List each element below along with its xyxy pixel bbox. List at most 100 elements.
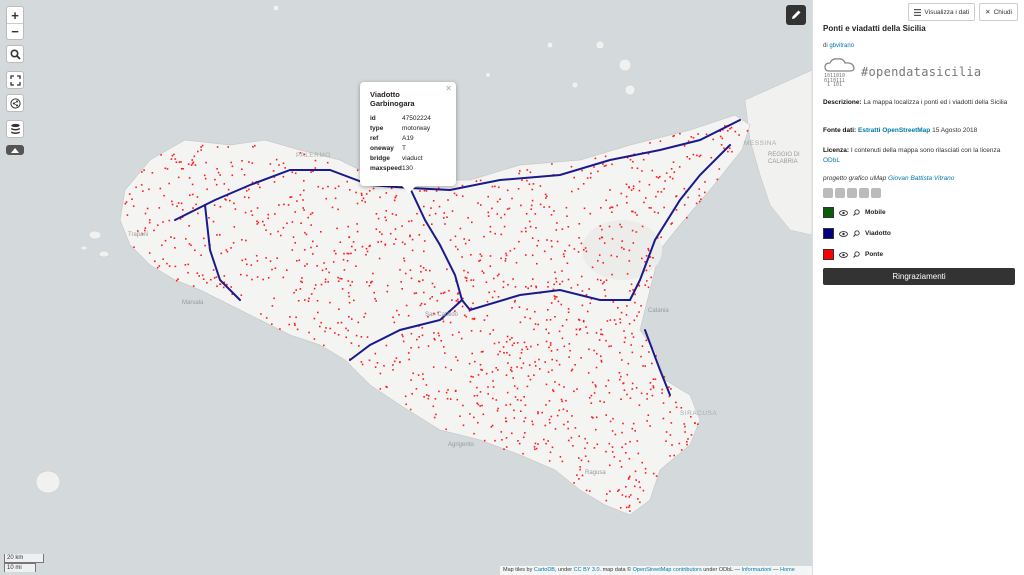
bridge-marker[interactable] — [243, 196, 246, 198]
bridge-marker[interactable] — [646, 420, 648, 422]
bridge-marker[interactable] — [192, 161, 195, 164]
bridge-marker[interactable] — [549, 319, 552, 321]
bridge-marker[interactable] — [468, 239, 470, 241]
bridge-marker[interactable] — [520, 230, 523, 233]
bridge-marker[interactable] — [529, 378, 532, 381]
bridge-marker[interactable] — [511, 197, 513, 200]
bridge-marker[interactable] — [346, 180, 348, 183]
bridge-marker[interactable] — [449, 239, 452, 241]
bridge-marker[interactable] — [392, 316, 394, 319]
bridge-marker[interactable] — [395, 214, 397, 216]
bridge-marker[interactable] — [428, 395, 430, 397]
bridge-marker[interactable] — [409, 408, 412, 411]
bridge-marker[interactable] — [392, 364, 394, 366]
bridge-marker[interactable] — [443, 217, 445, 219]
bridge-marker[interactable] — [545, 383, 548, 386]
bridge-marker[interactable] — [600, 361, 603, 363]
eye-icon[interactable] — [839, 251, 848, 258]
bridge-marker[interactable] — [641, 257, 643, 260]
bridge-marker[interactable] — [545, 340, 548, 343]
bridge-marker[interactable] — [288, 323, 290, 326]
bridge-marker[interactable] — [362, 197, 365, 200]
bridge-marker[interactable] — [423, 291, 425, 294]
bridge-marker[interactable] — [446, 397, 449, 400]
bridge-marker[interactable] — [610, 345, 612, 347]
bridge-marker[interactable] — [577, 251, 580, 253]
bridge-marker[interactable] — [645, 255, 648, 257]
bridge-marker[interactable] — [680, 449, 683, 451]
bridge-marker[interactable] — [246, 190, 248, 192]
bridge-marker[interactable] — [401, 241, 404, 244]
bridge-marker[interactable] — [422, 267, 425, 269]
bridge-marker[interactable] — [436, 299, 439, 302]
bridge-marker[interactable] — [148, 252, 151, 254]
bridge-marker[interactable] — [383, 365, 385, 367]
bridge-marker[interactable] — [705, 133, 708, 136]
bridge-marker[interactable] — [404, 243, 406, 245]
bridge-marker[interactable] — [605, 450, 607, 453]
bridge-marker[interactable] — [511, 370, 513, 373]
bridge-marker[interactable] — [176, 279, 178, 282]
bridge-marker[interactable] — [489, 225, 492, 228]
bridge-marker[interactable] — [394, 196, 396, 199]
bridge-marker[interactable] — [223, 275, 226, 277]
bridge-marker[interactable] — [210, 278, 212, 281]
bridge-marker[interactable] — [669, 411, 671, 413]
bridge-marker[interactable] — [552, 390, 555, 393]
bridge-marker[interactable] — [523, 420, 525, 423]
bridge-marker[interactable] — [365, 193, 368, 195]
bridge-marker[interactable] — [583, 207, 586, 210]
bridge-marker[interactable] — [724, 125, 726, 127]
bridge-marker[interactable] — [274, 213, 276, 215]
bridge-marker[interactable] — [657, 212, 659, 214]
bridge-marker[interactable] — [545, 442, 547, 445]
bridge-marker[interactable] — [206, 188, 208, 191]
bridge-marker[interactable] — [621, 431, 623, 434]
bridge-marker[interactable] — [135, 186, 137, 189]
bridge-marker[interactable] — [225, 199, 227, 201]
bridge-marker[interactable] — [487, 211, 490, 214]
twitter-icon[interactable] — [835, 188, 845, 198]
bridge-marker[interactable] — [553, 210, 555, 212]
bridge-marker[interactable] — [251, 214, 254, 216]
bridge-marker[interactable] — [628, 457, 631, 460]
bridge-marker[interactable] — [481, 404, 483, 407]
bridge-marker[interactable] — [537, 323, 539, 326]
bridge-marker[interactable] — [442, 320, 445, 323]
bridge-marker[interactable] — [600, 207, 602, 209]
bridge-marker[interactable] — [601, 228, 603, 231]
bridge-marker[interactable] — [410, 332, 413, 335]
bridge-marker[interactable] — [324, 330, 326, 333]
bridge-marker[interactable] — [494, 185, 496, 188]
bridge-marker[interactable] — [544, 193, 547, 196]
bridge-marker[interactable] — [632, 422, 635, 425]
bridge-marker[interactable] — [461, 195, 464, 197]
bridge-marker[interactable] — [400, 281, 402, 283]
bridge-marker[interactable] — [631, 382, 634, 385]
bridge-marker[interactable] — [368, 359, 371, 362]
bridge-marker[interactable] — [524, 432, 526, 434]
bridge-marker[interactable] — [316, 245, 318, 247]
bridge-marker[interactable] — [428, 214, 431, 217]
bridge-marker[interactable] — [389, 232, 392, 235]
home-link[interactable]: Home — [780, 567, 795, 573]
bridge-marker[interactable] — [663, 376, 666, 378]
bridge-marker[interactable] — [479, 363, 482, 366]
bridge-marker[interactable] — [384, 216, 386, 219]
bridge-marker[interactable] — [370, 281, 372, 284]
bridge-marker[interactable] — [422, 224, 425, 226]
bridge-marker[interactable] — [377, 217, 380, 220]
bridge-marker[interactable] — [605, 279, 608, 281]
bridge-marker[interactable] — [226, 283, 228, 286]
bridge-marker[interactable] — [690, 434, 693, 436]
bridge-marker[interactable] — [565, 399, 567, 402]
bridge-marker[interactable] — [457, 292, 460, 294]
bridge-marker[interactable] — [188, 225, 190, 227]
bridge-marker[interactable] — [444, 352, 446, 354]
bridge-marker[interactable] — [600, 359, 603, 362]
bridge-marker[interactable] — [449, 398, 452, 400]
bridge-marker[interactable] — [562, 253, 565, 255]
bridge-marker[interactable] — [489, 333, 491, 335]
bridge-marker[interactable] — [429, 269, 431, 272]
bridge-marker[interactable] — [227, 146, 229, 148]
